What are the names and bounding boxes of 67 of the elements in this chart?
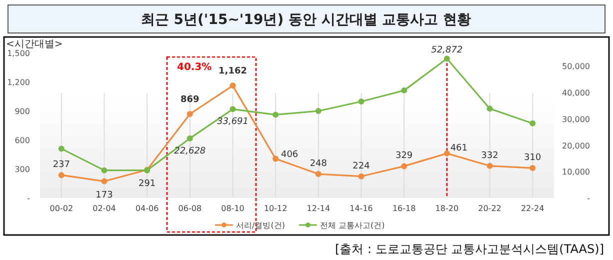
point — [272, 156, 279, 162]
point — [444, 150, 450, 156]
x-tick-label: 00-02 — [50, 204, 74, 213]
data-label: 237 — [52, 160, 70, 170]
data-label: 224 — [352, 161, 370, 172]
data-label: 869 — [180, 94, 200, 105]
data-label: 173 — [96, 190, 113, 200]
point — [358, 173, 364, 180]
y2-tick-label: 20,000 — [562, 141, 590, 150]
point — [358, 98, 364, 105]
y-tick-label: 300 — [14, 165, 30, 174]
point — [101, 167, 108, 174]
data-label: 291 — [138, 178, 156, 189]
x-tick-label: 16-18 — [392, 204, 416, 213]
point — [58, 146, 64, 152]
data-label: 22,628 — [174, 146, 206, 156]
x-tick-label: 14-16 — [350, 204, 373, 213]
y-tick-label: - — [27, 194, 30, 203]
chart-title: 최근 5년('15~'19년) 동안 시간대별 교통사고 현황 — [140, 12, 472, 28]
data-label: 406 — [280, 150, 298, 160]
y-tick-label: 600 — [14, 136, 30, 145]
y-tick-label: 1,200 — [7, 78, 30, 87]
point — [186, 110, 193, 117]
point — [444, 56, 450, 62]
point — [230, 106, 236, 112]
y2-tick-label: - — [587, 194, 590, 203]
point — [486, 162, 493, 169]
data-label: 33,691 — [217, 117, 248, 128]
y-axis-title: <시간대별> — [6, 39, 63, 50]
point — [186, 135, 193, 142]
data-label: 329 — [395, 151, 413, 162]
data-label: 461 — [450, 143, 468, 154]
x-tick-label: 06-08 — [178, 204, 202, 213]
point — [401, 87, 408, 94]
point — [101, 178, 108, 184]
point — [486, 106, 493, 112]
y-tick-label: 900 — [14, 107, 30, 116]
y-tick-label: 1,500 — [7, 49, 30, 58]
x-tick-label: 04-06 — [135, 204, 159, 213]
point — [315, 108, 322, 114]
y2-tick-label: 40,000 — [562, 88, 590, 98]
y2-tick-label: 30,000 — [562, 114, 590, 124]
x-tick-label: 12-14 — [306, 204, 330, 213]
legend-label: 서리/결빙(건) — [236, 221, 285, 230]
point — [401, 163, 408, 170]
legend-label: 전체 교통사고(건) — [320, 221, 385, 230]
point — [230, 82, 236, 89]
x-tick-label: 08-10 — [221, 204, 244, 213]
data-label: 52,872 — [431, 46, 463, 56]
point — [315, 171, 322, 178]
y2-tick-label: 10,000 — [562, 168, 590, 177]
point — [58, 172, 64, 178]
x-tick-label: 02-04 — [92, 204, 116, 213]
data-label: 1,162 — [218, 66, 247, 77]
annotation: 40.3% — [177, 62, 212, 73]
y2-tick-label: 50,000 — [562, 62, 590, 72]
point — [530, 120, 536, 126]
data-label: 332 — [481, 150, 498, 161]
text: [출처 : 도로교통공단 교통사고분석시스템(TAAS)] — [335, 242, 604, 256]
x-tick-label: 10-12 — [264, 204, 288, 213]
x-tick-label: 20-22 — [478, 204, 502, 213]
data-label: 310 — [524, 153, 542, 164]
x-tick-label: 18-20 — [435, 204, 459, 213]
data-label: 248 — [310, 159, 328, 170]
x-tick-label: 22-24 — [520, 204, 544, 213]
point — [530, 165, 536, 172]
point — [272, 112, 279, 118]
